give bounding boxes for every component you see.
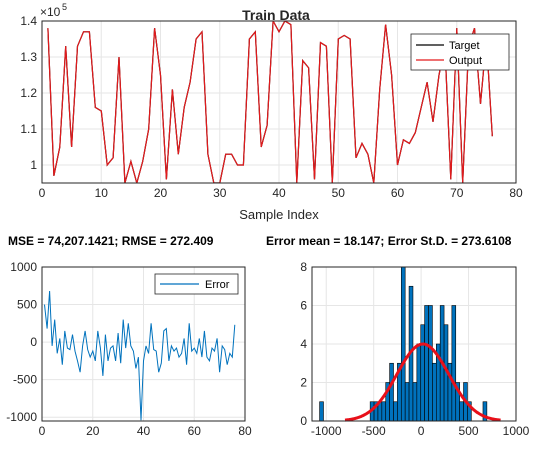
chart2-bar (404, 382, 410, 422)
chart0-exponent-power: 5 (62, 2, 67, 12)
chart1-y-tick-label: -1000 (6, 410, 37, 424)
chart2-bar (393, 401, 398, 422)
chart0-x-tick-label: 0 (39, 186, 46, 200)
mse-text: MSE = 74,207.1421; RMSE = 272.409 (8, 234, 214, 248)
chart0-exponent-label: ×10 (40, 5, 61, 19)
chart1-x-tick-label: 80 (238, 424, 252, 438)
chart0-legend-label-output: Output (449, 55, 482, 67)
chart1-series-error-line (44, 290, 236, 421)
chart2-bar (459, 401, 464, 422)
chart2-x-tick-label: -1000 (311, 424, 342, 438)
chart0-x-tick-label: 40 (272, 186, 286, 200)
chart2-bar (319, 401, 324, 422)
chart0-x-tick-label: 70 (450, 186, 464, 200)
chart2-bar (451, 305, 457, 422)
chart2-y-tick-label: 4 (300, 337, 307, 351)
chart0-legend: Target Output (410, 33, 510, 71)
chart2-y-tick-label: 0 (300, 414, 307, 428)
chart1-x-tick-label: 0 (39, 424, 46, 438)
chart1-y-tick-label: 0 (30, 335, 37, 349)
chart1-y-tick-label: 1000 (10, 260, 37, 274)
chart0-y-tick-label: 1.4 (20, 14, 37, 28)
error-histogram-chart: -1000 -500 0 500 1000 0 2 4 6 8 (300, 260, 529, 438)
chart2-x-tick-label: 500 (459, 424, 479, 438)
chart2-x-tick-label: -500 (362, 424, 386, 438)
chart0-y-tick-label: 1.1 (20, 122, 37, 136)
chart0-axes-box (41, 20, 517, 184)
chart0-y-tick-label: 1.3 (20, 50, 37, 64)
chart1-x-tick-label: 60 (188, 424, 202, 438)
chart1-y-tick-label: -500 (13, 373, 37, 387)
chart0-x-axis-label: Sample Index (239, 207, 319, 222)
chart2-bar (416, 343, 422, 422)
chart0-y-tick-label: 1 (30, 158, 37, 172)
chart0-x-tick-label: 80 (509, 186, 523, 200)
chart0-legend-label-target: Target (449, 40, 480, 52)
chart2-axes-box (311, 266, 517, 422)
chart0-legend-box (410, 33, 510, 71)
chart0-y-tick-label: 1.2 (20, 86, 37, 100)
chart0-x-tick-label: 50 (332, 186, 346, 200)
train-data-chart: 0 10 20 30 40 50 60 70 80 1 1.1 1.2 1.3 1.4×10 5 Sample… (20, 2, 523, 222)
chart1-legend-label-error: Error (205, 279, 230, 291)
chart2-y-tick-label: 6 (300, 299, 307, 313)
train-title: Train Data (242, 7, 310, 23)
chart2-bar (424, 305, 429, 422)
chart0-series-output-line (47, 21, 493, 183)
chart1-x-tick-label: 40 (137, 424, 151, 438)
chart2-bar (389, 362, 394, 422)
chart2-bar (381, 401, 387, 422)
chart2-x-tick-label: 1000 (503, 424, 530, 438)
error-stats-text: Error mean = 18.147; Error St.D. = 273.6… (266, 234, 512, 248)
chart0-x-tick-label: 10 (95, 186, 109, 200)
chart0-x-tick-label: 60 (391, 186, 405, 200)
chart2-bar (420, 324, 425, 422)
chart1-legend: Error (154, 273, 239, 295)
chart2-y-tick-label: 8 (300, 260, 307, 274)
chart2-bar (400, 266, 406, 422)
chart2-bar (432, 362, 437, 422)
chart1-y-tick-label: 500 (17, 298, 37, 312)
chart2-normal-fit-curve (344, 342, 501, 422)
chart0-x-tick-label: 30 (213, 186, 227, 200)
chart1-x-tick-label: 20 (86, 424, 100, 438)
chart2-bar (412, 382, 418, 422)
chart2-bar (428, 305, 433, 422)
chart2-x-tick-label: 0 (418, 424, 425, 438)
error-chart: 0 20 40 60 80 -1000 -500 0 500 1000 Error (6, 260, 252, 438)
chart1-axes-box (41, 266, 246, 422)
chart2-y-tick-label: 2 (300, 376, 307, 390)
chart0-x-tick-label: 20 (154, 186, 168, 200)
